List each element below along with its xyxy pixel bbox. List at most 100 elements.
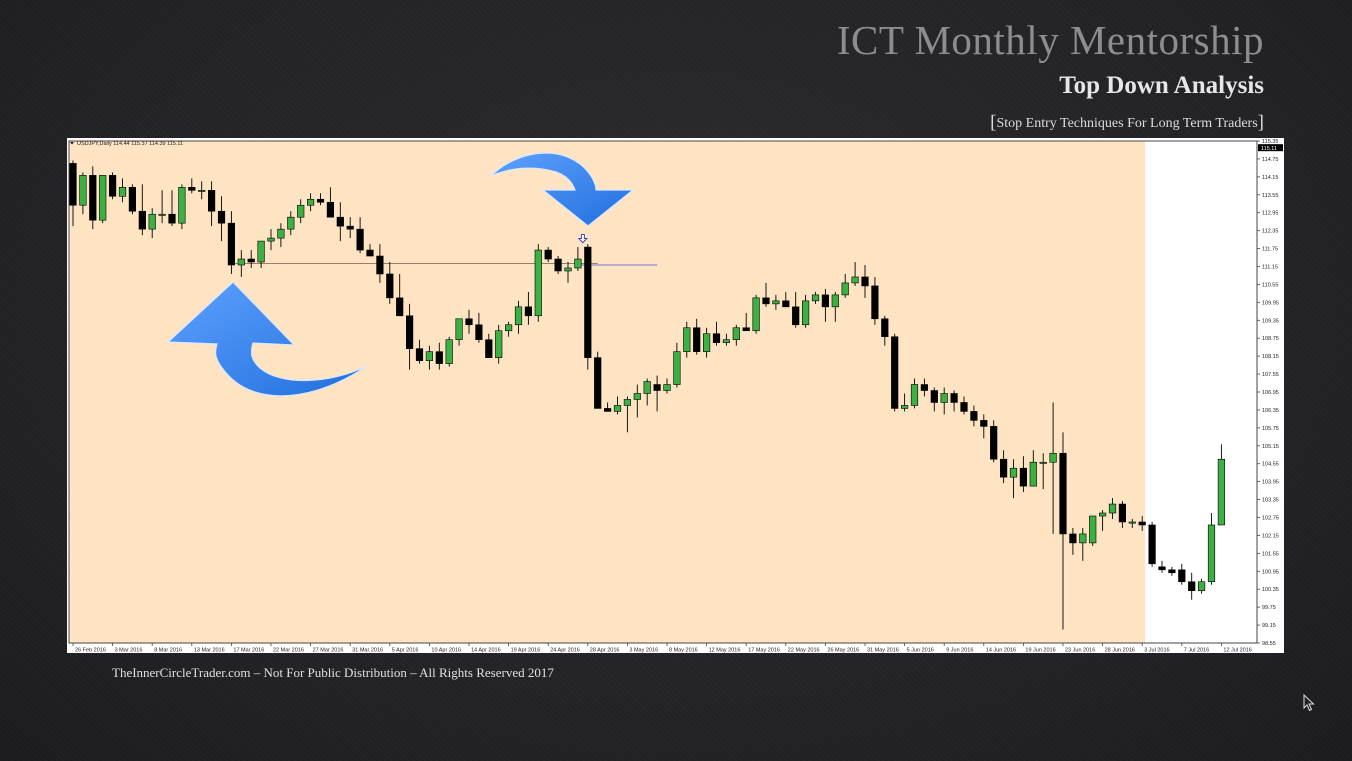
- price-label: 98.55: [1262, 641, 1276, 647]
- bear-candle: [1019, 467, 1027, 487]
- bull-candle: [1009, 467, 1018, 478]
- bull-candle: [574, 258, 582, 269]
- bull-candle: [732, 327, 740, 341]
- bull-candle: [643, 381, 651, 394]
- date-label: 14 Jun 2016: [986, 648, 1016, 654]
- bear-candle: [782, 300, 790, 308]
- bear-candle: [485, 339, 493, 358]
- bull-candle: [297, 204, 305, 218]
- bull-candle: [683, 327, 691, 352]
- bear-candle: [405, 315, 414, 349]
- annotations: [166, 152, 635, 397]
- date-label: 23 Jun 2016: [1065, 648, 1095, 654]
- date-label: 12 May 2016: [709, 648, 741, 654]
- date-label: 3 Mar 2016: [115, 648, 143, 654]
- price-label: 106.35: [1262, 408, 1279, 414]
- date-label: 5 Apr 2016: [392, 648, 419, 654]
- bear-candle: [227, 222, 236, 266]
- bull-candle: [1079, 533, 1087, 544]
- date-label: 22 May 2016: [788, 648, 820, 654]
- bear-candle: [1069, 533, 1077, 544]
- bear-candle: [999, 458, 1008, 478]
- bull-candle: [851, 276, 859, 284]
- bear-candle: [742, 327, 750, 332]
- bear-candle: [1138, 521, 1146, 526]
- bear-candle: [920, 384, 928, 391]
- bear-candle: [603, 408, 612, 412]
- bear-candle: [881, 318, 889, 338]
- bear-candle: [316, 198, 325, 203]
- bull-candle: [307, 198, 315, 206]
- symbol-triangle-icon: [70, 142, 74, 145]
- date-label: 10 Apr 2016: [431, 648, 461, 654]
- price-label: 109.35: [1262, 318, 1279, 324]
- bear-candle: [524, 306, 533, 317]
- price-label: 105.15: [1262, 444, 1279, 450]
- bear-candle: [208, 190, 216, 212]
- bull-candle: [623, 399, 631, 406]
- bear-candle: [326, 201, 335, 218]
- bear-candle: [217, 210, 226, 224]
- bear-candle: [465, 318, 473, 326]
- price-label: 103.95: [1262, 480, 1279, 486]
- plot-border: [68, 140, 1258, 644]
- symbol-label: USDJPY,Daily 114.44 115.37 114.39 115.11: [77, 141, 183, 147]
- plot-background: [69, 141, 1257, 643]
- date-label: 12 Jul 2016: [1223, 648, 1251, 654]
- bear-candle: [693, 327, 701, 352]
- bear-candle: [554, 258, 562, 272]
- bull-candle: [1039, 461, 1047, 464]
- bull-candle: [267, 237, 275, 242]
- bull-candle: [702, 333, 711, 352]
- date-label: 26 Feb 2016: [75, 648, 106, 654]
- bull-candle: [613, 405, 622, 412]
- bull-candle: [425, 351, 434, 361]
- bear-candle: [475, 324, 483, 341]
- bull-candle: [79, 175, 87, 206]
- price-label: 106.95: [1262, 390, 1279, 396]
- date-label: 31 May 2016: [867, 648, 899, 654]
- bull-candle: [801, 300, 810, 326]
- bull-candle: [1089, 515, 1097, 544]
- bull-candle: [148, 213, 156, 230]
- price-label: 108.75: [1262, 336, 1279, 342]
- curved-arrow-down-icon: [490, 152, 635, 227]
- date-label: 28 Apr 2016: [590, 648, 620, 654]
- bull-candle: [663, 384, 671, 391]
- bear-candle: [594, 357, 602, 409]
- price-label: 99.75: [1262, 605, 1276, 611]
- bull-candle: [940, 393, 948, 403]
- bull-candle: [722, 339, 730, 343]
- bear-candle: [821, 294, 829, 308]
- bear-candle: [1168, 569, 1176, 574]
- bear-candle: [584, 246, 592, 358]
- date-label: 13 Mar 2016: [194, 648, 225, 654]
- bull-candle: [178, 187, 186, 224]
- bear-candle: [891, 336, 899, 409]
- candles: [69, 160, 1225, 630]
- bull-candle: [633, 393, 641, 400]
- bear-candle: [346, 225, 354, 230]
- slide-tagline: [Stop Entry Techniques For Long Term Tra…: [990, 112, 1264, 133]
- bear-candle: [415, 348, 424, 361]
- bull-candle: [841, 282, 849, 296]
- date-label: 7 Jul 2016: [1184, 648, 1209, 654]
- bear-candle: [871, 285, 879, 320]
- bear-candle: [960, 402, 968, 412]
- date-label: 3 Jul 2016: [1144, 648, 1169, 654]
- bull-candle: [564, 267, 572, 272]
- slide-title: ICT Monthly Mentorship: [836, 17, 1264, 63]
- bear-candle: [861, 276, 869, 287]
- date-label: 5 Jun 2016: [907, 648, 934, 654]
- price-label: 105.75: [1262, 426, 1279, 432]
- date-label: 24 Apr 2016: [550, 648, 580, 654]
- bear-candle: [1188, 581, 1196, 592]
- price-label: 104.55: [1262, 462, 1279, 468]
- bear-candle: [1178, 569, 1186, 583]
- date-label: 31 Mar 2016: [352, 648, 383, 654]
- date-axis: 26 Feb 2016 3 Mar 2016 8 Mar 2016 13 Mar 20…: [72, 643, 1252, 654]
- bear-candle: [1158, 566, 1166, 571]
- bull-candle: [257, 240, 265, 263]
- date-label: 28 Jun 2016: [1105, 648, 1135, 654]
- bull-candle: [514, 306, 523, 326]
